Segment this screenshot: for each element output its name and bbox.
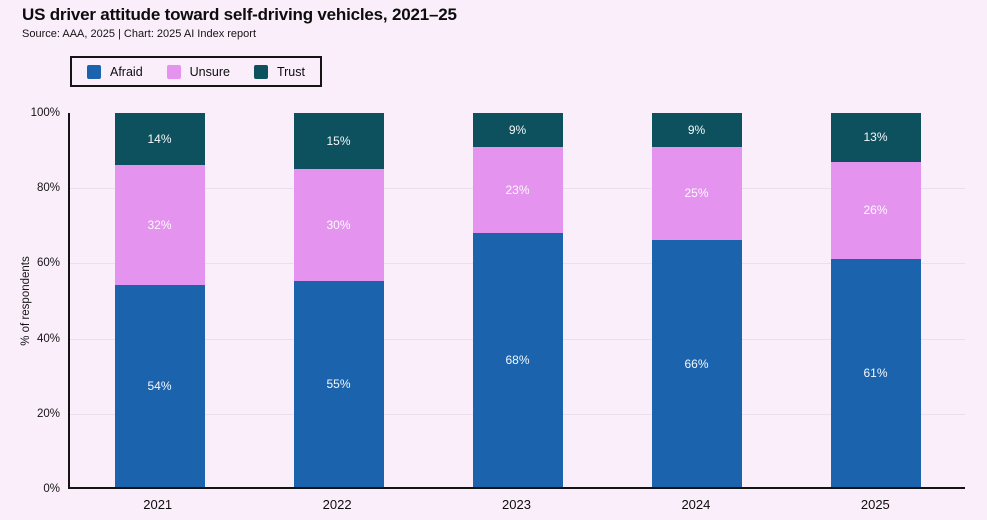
bar-segment-afraid-2021: 54% <box>114 285 205 487</box>
segment-value-label: 68% <box>505 352 530 367</box>
bar-slot-2021: 14% 32% 54% <box>70 113 249 487</box>
bar-segment-trust-2023: 9% <box>472 113 563 147</box>
x-tick-label-2023: 2023 <box>502 497 531 512</box>
chart-title: US driver attitude toward self-driving v… <box>22 5 457 24</box>
legend-item-unsure: Unsure <box>166 64 230 79</box>
bar-segment-afraid-2025: 61% <box>830 258 921 487</box>
bar-2022: 15% 30% 55% <box>293 113 384 487</box>
legend-item-afraid: Afraid <box>87 64 143 79</box>
segment-value-label: 25% <box>684 186 709 201</box>
legend-label: Unsure <box>189 64 230 79</box>
segment-value-label: 61% <box>863 365 888 380</box>
segment-value-label: 23% <box>505 182 530 197</box>
x-tick-label-2025: 2025 <box>860 497 890 512</box>
y-tick-label: 40% <box>36 332 60 345</box>
plot-area: 14% 32% 54% 15% 30% 55% 9% 23% 68% 9% 25% 66% 13% 26%… <box>68 113 965 489</box>
legend: Afraid Unsure Trust <box>70 56 322 87</box>
x-tick-label-2022: 2022 <box>322 497 352 512</box>
x-tick-label-2021: 2021 <box>143 497 173 512</box>
bar-slot-2025: 13% 26% 61% <box>786 113 965 487</box>
segment-value-label: 13% <box>863 130 888 145</box>
y-tick-label: 0% <box>43 483 60 495</box>
y-tick-label: 60% <box>36 257 60 270</box>
bar-slot-2024: 9% 25% 66% <box>607 113 786 487</box>
bar-segment-afraid-2023: 68% <box>472 232 563 487</box>
bar-segment-trust-2021: 14% <box>114 113 205 166</box>
segment-value-label: 9% <box>687 122 706 137</box>
bar-slot-2023: 9% 23% 68% <box>428 113 607 487</box>
bar-segment-trust-2024: 9% <box>651 113 742 147</box>
bar-segment-trust-2025: 13% <box>830 113 921 162</box>
bar-2023: 9% 23% 68% <box>472 113 563 487</box>
bar-segment-unsure-2022: 30% <box>293 169 384 282</box>
bar-segment-afraid-2022: 55% <box>293 281 384 487</box>
x-tick-label-2024: 2024 <box>681 497 711 512</box>
segment-value-label: 32% <box>147 218 172 233</box>
y-tick-label: 100% <box>30 107 60 119</box>
segment-value-label: 54% <box>147 379 172 393</box>
bar-segment-trust-2022: 15% <box>293 113 384 170</box>
segment-value-label: 15% <box>326 134 351 149</box>
y-tick-label: 20% <box>36 407 60 420</box>
bar-2021: 14% 32% 54% <box>114 113 205 487</box>
legend-label: Trust <box>276 64 305 79</box>
legend-swatch-icon <box>87 64 101 79</box>
bar-segment-unsure-2021: 32% <box>114 165 205 286</box>
bar-2024: 9% 25% 66% <box>651 113 742 487</box>
segment-value-label: 55% <box>326 377 351 392</box>
segment-value-label: 26% <box>863 203 888 218</box>
legend-swatch-icon <box>253 64 268 79</box>
x-axis-labels: 2021 2022 2023 2024 2025 <box>68 497 965 512</box>
segment-value-label: 9% <box>508 122 527 137</box>
bar-2025: 13% 26% 61% <box>830 113 921 487</box>
bar-segment-unsure-2023: 23% <box>472 146 563 233</box>
segment-value-label: 66% <box>684 356 709 371</box>
legend-label: Afraid <box>110 64 143 79</box>
segment-value-label: 14% <box>147 132 172 147</box>
y-tick-label: 80% <box>36 182 60 195</box>
bar-slot-2022: 15% 30% 55% <box>249 113 428 487</box>
legend-swatch-icon <box>166 64 181 79</box>
bar-segment-unsure-2025: 26% <box>830 161 921 259</box>
segment-value-label: 30% <box>326 218 351 233</box>
legend-item-trust: Trust <box>253 64 305 79</box>
bar-segment-afraid-2024: 66% <box>651 240 742 487</box>
chart-subtitle: Source: AAA, 2025 | Chart: 2025 AI Index… <box>22 28 257 40</box>
bar-segment-unsure-2024: 25% <box>651 146 742 241</box>
